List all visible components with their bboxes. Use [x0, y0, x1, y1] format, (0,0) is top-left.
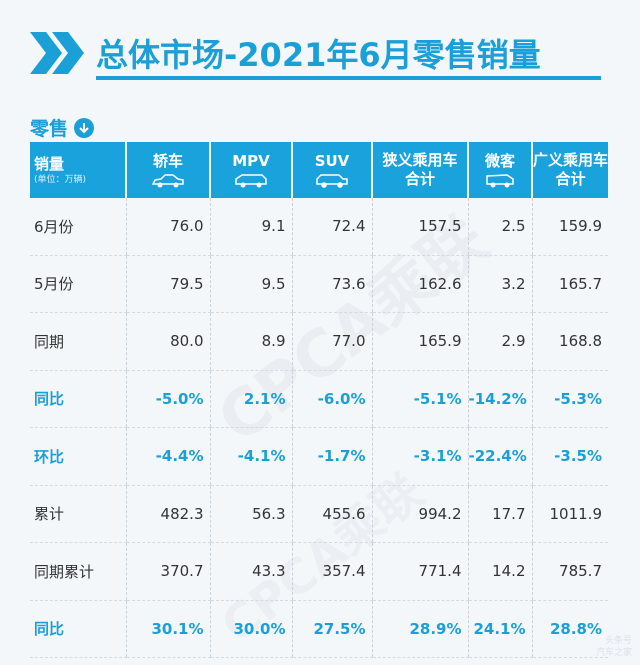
table-cell: 77.0 [291, 312, 372, 371]
row-label: 同比 [30, 600, 126, 658]
microvan-icon [486, 173, 514, 187]
column-header-mpv: MPV [209, 142, 292, 198]
table-cell: -4.1% [209, 427, 292, 486]
row-label: 环比 [30, 427, 126, 486]
suv-icon [316, 173, 348, 188]
corner-unit: (单位：万辆) [34, 174, 87, 185]
table-cell: 14.2 [467, 542, 532, 601]
table-cell: 28.9% [371, 600, 468, 658]
column-header-suv: SUV [291, 142, 372, 198]
down-arrow-icon [74, 117, 95, 138]
table-cell: 76.0 [125, 198, 210, 256]
table-cell: -6.0% [291, 370, 372, 428]
title-underline [96, 76, 601, 80]
corner-watermark: 头条号 汽车之家 [596, 635, 632, 659]
table-cell: 30.0% [209, 600, 292, 658]
table-header-row: 销量 (单位：万辆) 轿车 MPV SUV 狭义乘用车 合计 微客 [30, 142, 608, 198]
table-cell: -4.4% [125, 427, 210, 486]
sales-table: 销量 (单位：万辆) 轿车 MPV SUV 狭义乘用车 合计 微客 [30, 142, 608, 658]
table-cell: 157.5 [371, 198, 468, 256]
table-cell: 2.1% [209, 370, 292, 428]
corner-label: 销量 [34, 154, 65, 173]
table-cell: 165.9 [371, 312, 468, 371]
column-label: 合计 [404, 170, 435, 188]
column-label: 广义乘用车 [533, 151, 609, 169]
table-cell: -1.7% [291, 427, 372, 486]
table-cell: -22.4% [467, 427, 532, 486]
table-cell: 56.3 [209, 485, 292, 543]
table-row: 同比 30.1% 30.0% 27.5% 28.9% 24.1% 28.8% [30, 600, 608, 658]
row-label: 同期 [30, 312, 126, 371]
row-label: 累计 [30, 485, 126, 543]
table-cell: 771.4 [371, 542, 468, 601]
table-row: 同比 -5.0% 2.1% -6.0% -5.1% -14.2% -5.3% [30, 370, 608, 428]
table-cell: -5.1% [371, 370, 468, 428]
corner-watermark-line: 头条号 [604, 636, 632, 646]
table-cell: 482.3 [125, 485, 210, 543]
corner-watermark-line: 汽车之家 [595, 648, 632, 658]
table-cell: 27.5% [291, 600, 372, 658]
table-cell: 17.7 [467, 485, 532, 543]
corner-header: 销量 (单位：万辆) [30, 142, 126, 198]
table-cell: 24.1% [467, 600, 532, 658]
table-cell: 455.6 [291, 485, 372, 543]
table-cell: 43.3 [209, 542, 292, 601]
table-cell: 8.9 [209, 312, 292, 371]
table-cell: -14.2% [467, 370, 532, 428]
column-header-sedan: 轿车 [125, 142, 210, 198]
table-row: 5月份 79.5 9.5 73.6 162.6 3.2 165.7 [30, 255, 608, 313]
table-cell: 30.1% [125, 600, 210, 658]
section-heading: 零售 [30, 114, 95, 141]
table-row: 同期 80.0 8.9 77.0 165.9 2.9 168.8 [30, 312, 608, 371]
table-cell: 168.8 [531, 312, 608, 371]
table-cell: 80.0 [125, 312, 210, 371]
table-cell: 370.7 [125, 542, 210, 601]
table-cell: 79.5 [125, 255, 210, 313]
double-chevron-icon [30, 32, 84, 74]
table-cell: 357.4 [291, 542, 372, 601]
table-cell: 72.4 [291, 198, 372, 256]
table-cell: -5.3% [531, 370, 608, 428]
table-cell: 162.6 [371, 255, 468, 313]
table-cell: 2.9 [467, 312, 532, 371]
sedan-icon [151, 173, 184, 187]
column-label: 狭义乘用车 [382, 151, 458, 169]
column-header-microvan: 微客 [467, 142, 532, 198]
column-label: MPV [232, 151, 270, 170]
table-cell: -3.1% [371, 427, 468, 486]
table-cell: 2.5 [467, 198, 532, 256]
table-cell: 9.1 [209, 198, 292, 256]
section-label: 零售 [30, 118, 69, 140]
table-row: 同期累计 370.7 43.3 357.4 771.4 14.2 785.7 [30, 542, 608, 601]
table-cell: 165.7 [531, 255, 608, 313]
row-label: 5月份 [30, 255, 126, 313]
table-cell: 994.2 [371, 485, 468, 543]
column-header-broad-total: 广义乘用车 合计 [531, 142, 609, 198]
header-band: 总体市场-2021年6月零售销量 [0, 0, 640, 104]
column-label: 合计 [555, 170, 586, 188]
table-cell: -3.5% [531, 427, 608, 486]
table-cell: 28.8% [531, 600, 608, 658]
page-title: 总体市场-2021年6月零售销量 [96, 36, 541, 74]
column-label: 轿车 [152, 151, 183, 170]
row-label: 同比 [30, 370, 126, 428]
table-cell: -5.0% [125, 370, 210, 428]
table-cell: 159.9 [531, 198, 608, 256]
table-cell: 785.7 [531, 542, 608, 601]
table-cell: 73.6 [291, 255, 372, 313]
mpv-icon [235, 173, 267, 187]
row-label: 6月份 [30, 198, 126, 256]
table-cell: 3.2 [467, 255, 532, 313]
table-cell: 1011.9 [531, 485, 608, 543]
row-label: 同期累计 [30, 542, 126, 601]
table-cell: 9.5 [209, 255, 292, 313]
column-label: SUV [314, 151, 350, 170]
table-row: 累计 482.3 56.3 455.6 994.2 17.7 1011.9 [30, 485, 608, 543]
table-row: 环比 -4.4% -4.1% -1.7% -3.1% -22.4% -3.5% [30, 427, 608, 486]
table-row: 6月份 76.0 9.1 72.4 157.5 2.5 159.9 [30, 198, 608, 256]
column-label: 微客 [484, 151, 515, 170]
column-header-narrow-total: 狭义乘用车 合计 [371, 142, 468, 198]
